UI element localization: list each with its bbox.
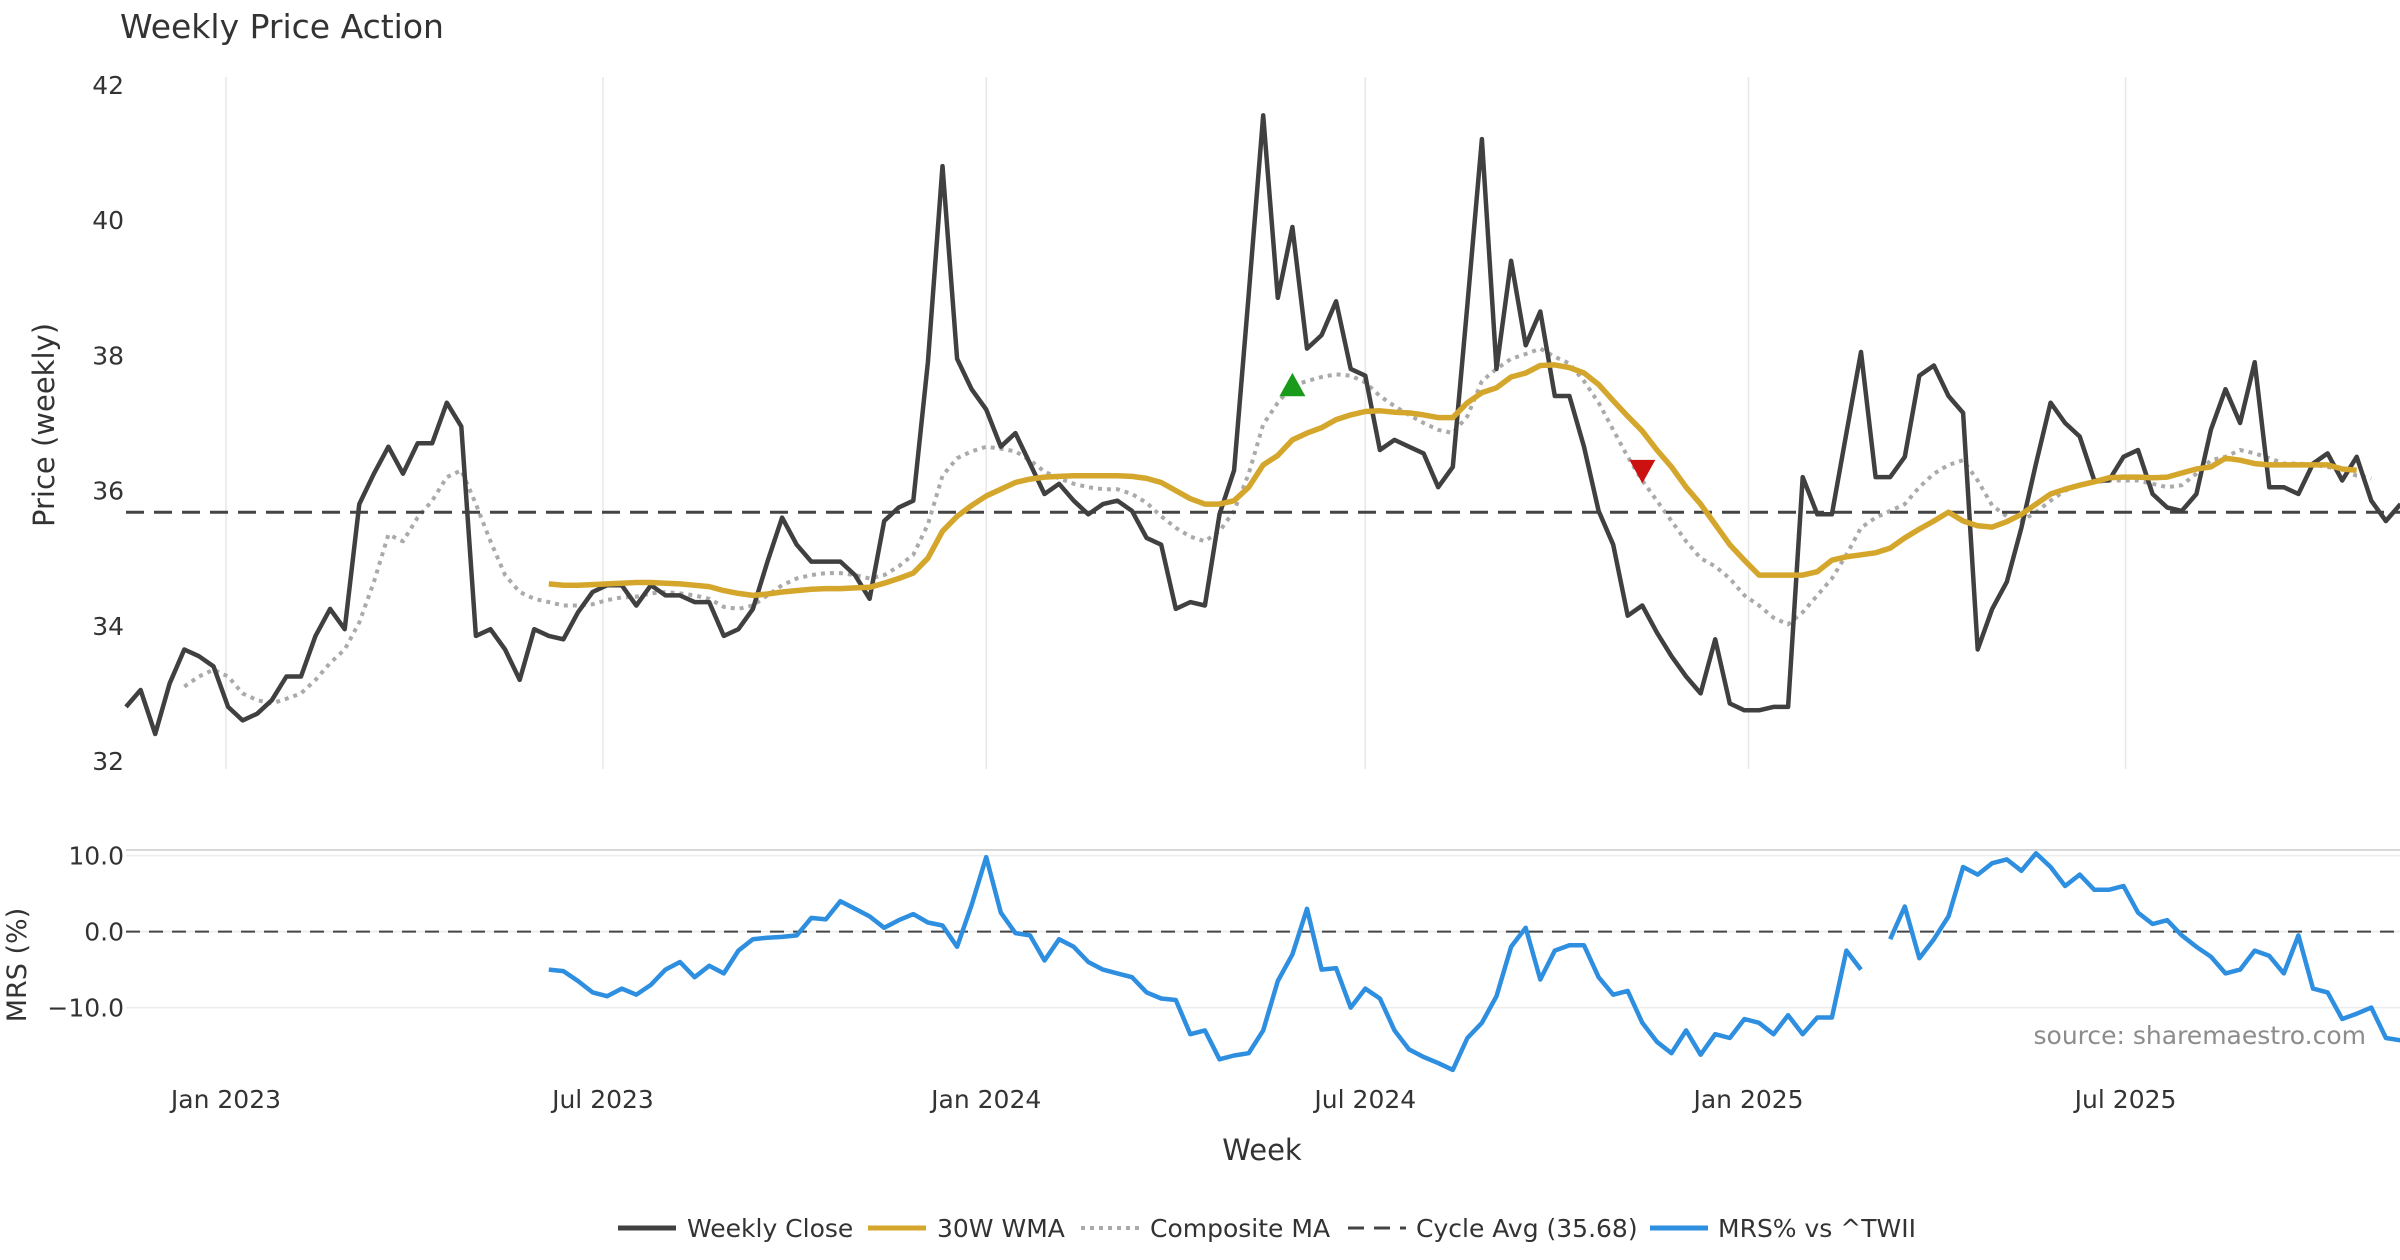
- main-y-tick-label: 38: [92, 341, 124, 370]
- main-y-tick-label: 36: [92, 477, 124, 506]
- main-y-tick-label: 42: [92, 71, 124, 100]
- main-series-lines: [124, 113, 2400, 737]
- main-y-tick-label: 34: [92, 612, 124, 641]
- wma-line: [548, 362, 2357, 599]
- mrs-y-axis-label: MRS (%): [2, 908, 33, 1023]
- legend-label-weekly-close: Weekly Close: [687, 1214, 853, 1243]
- x-axis-label: Week: [1222, 1133, 1302, 1167]
- chart-title: Weekly Price Action: [120, 7, 444, 46]
- legend: Weekly Close 30W WMA Composite MA Cycle …: [618, 1214, 1916, 1243]
- x-tick-label: Jan 2024: [929, 1085, 1041, 1114]
- weekly-close-line: [124, 113, 2400, 737]
- legend-label-mrs: MRS% vs ^TWII: [1718, 1214, 1916, 1243]
- legend-label-wma: 30W WMA: [937, 1214, 1065, 1243]
- main-y-ticks: 32 34 36 38 40 42: [92, 71, 124, 776]
- x-tick-label: Jul 2024: [1312, 1085, 1416, 1114]
- mrs-y-tick-label: 0.0: [84, 918, 124, 947]
- mrs-y-tick-label: 10.0: [68, 842, 124, 871]
- main-y-axis-label: Price (weekly): [27, 323, 61, 527]
- x-tick-label: Jul 2023: [550, 1085, 654, 1114]
- mrs-y-tick-label: −10.0: [47, 994, 124, 1023]
- main-y-tick-label: 40: [92, 206, 124, 235]
- main-panel-gridlines: [225, 77, 2127, 769]
- x-tick-label: Jan 2025: [1691, 1085, 1803, 1114]
- source-watermark: source: sharemaestro.com: [2034, 1021, 2367, 1050]
- mrs-y-ticks: −10.0 0.0 10.0: [47, 842, 124, 1023]
- composite-ma-line: [183, 346, 2372, 706]
- legend-label-composite: Composite MA: [1150, 1214, 1330, 1243]
- mrs-series-lines: [126, 851, 2400, 1073]
- mrs-line: [548, 851, 2400, 1073]
- x-tick-label: Jan 2023: [169, 1085, 281, 1114]
- legend-label-cycle-avg: Cycle Avg (35.68): [1416, 1214, 1638, 1243]
- x-tick-label: Jul 2025: [2073, 1085, 2177, 1114]
- x-ticks: Jan 2023 Jul 2023 Jan 2024 Jul 2024 Jan 2025…: [169, 1085, 2176, 1114]
- sell-signal-marker: [1629, 459, 1656, 484]
- main-y-tick-label: 32: [92, 747, 124, 776]
- buy-signal-marker: [1279, 372, 1306, 397]
